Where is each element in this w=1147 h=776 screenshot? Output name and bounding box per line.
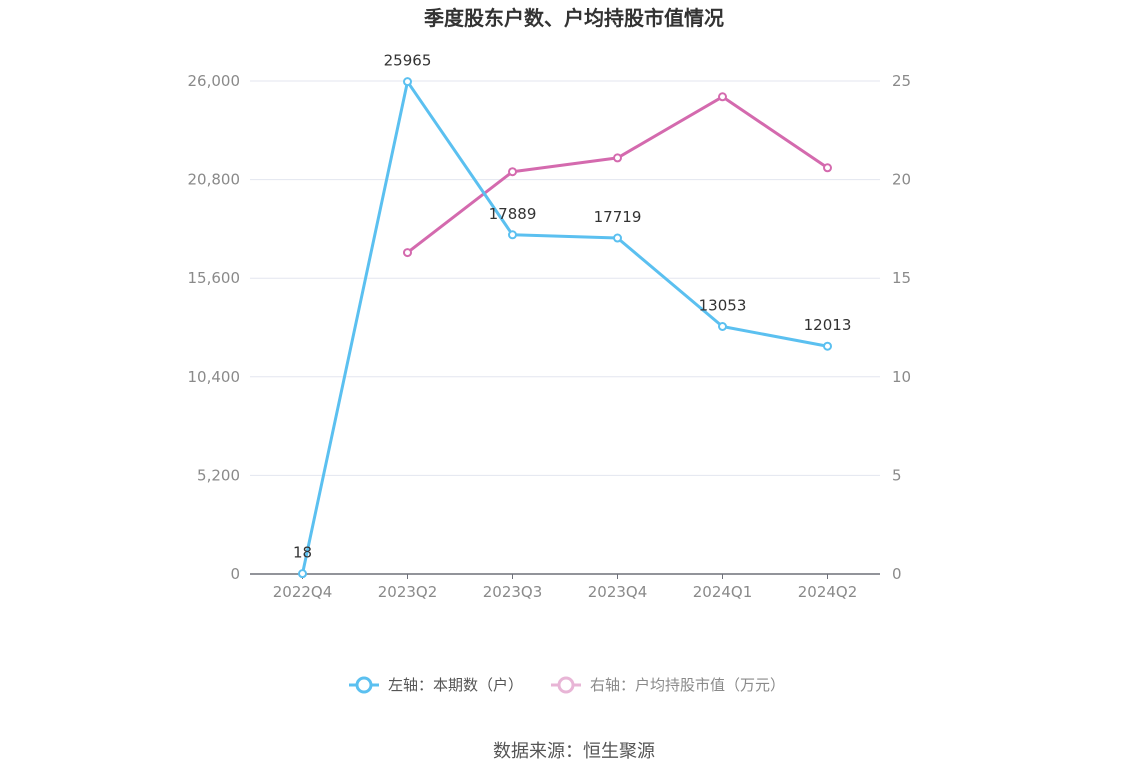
right-tick-label: 10 [892, 368, 911, 386]
data-label: 17719 [594, 208, 642, 226]
left-tick-label: 10,400 [188, 368, 241, 386]
right-tick-label: 15 [892, 269, 911, 287]
right-axis-ticks: 0 5 10 15 20 25 [892, 72, 911, 583]
data-point[interactable] [823, 341, 832, 351]
x-tick-label: 2023Q3 [483, 583, 543, 601]
left-tick-label: 5,200 [197, 466, 240, 484]
x-tick-label: 2024Q1 [693, 583, 753, 601]
data-point[interactable] [403, 77, 412, 87]
data-label: 17889 [489, 205, 537, 223]
x-tick-label: 2024Q2 [798, 583, 858, 601]
data-point[interactable] [508, 167, 517, 177]
legend-swatch-marker [557, 676, 575, 694]
data-point[interactable] [613, 153, 622, 163]
series-lines [301, 80, 829, 574]
data-point[interactable] [718, 321, 727, 331]
legend: 左轴：本期数（户） 右轴：户均持股市值（万元） [349, 676, 785, 694]
data-point[interactable] [508, 230, 517, 240]
data-labels: 18 25965 17889 17719 13053 12013 [293, 52, 851, 562]
data-point[interactable] [403, 248, 412, 258]
data-label: 13053 [699, 296, 747, 314]
source-note: 数据来源：恒生聚源 [493, 741, 655, 762]
legend-item-right[interactable]: 右轴：户均持股市值（万元） [551, 676, 785, 694]
x-axis: 2022Q4 2023Q2 2023Q3 2023Q4 2024Q1 2024Q2 [250, 573, 880, 601]
x-tick-label: 2023Q2 [378, 583, 438, 601]
x-tick-label: 2022Q4 [273, 583, 333, 601]
data-point[interactable] [298, 569, 307, 579]
right-tick-label: 0 [892, 565, 902, 583]
left-axis-ticks: 0 5,200 10,400 15,600 20,800 26,000 [188, 72, 241, 583]
left-tick-label: 15,600 [188, 269, 241, 287]
data-point[interactable] [823, 163, 832, 173]
right-tick-label: 20 [892, 171, 911, 189]
right-tick-label: 25 [892, 72, 911, 90]
series-line-holders [301, 80, 828, 574]
x-tick-label: 2023Q4 [588, 583, 648, 601]
legend-swatch-marker [355, 676, 373, 694]
data-label: 12013 [804, 316, 852, 334]
gridlines [250, 80, 880, 476]
data-label: 25965 [384, 52, 432, 70]
legend-label-left: 左轴：本期数（户） [388, 676, 523, 694]
left-tick-label: 26,000 [188, 72, 241, 90]
left-tick-label: 0 [230, 565, 240, 583]
data-point[interactable] [718, 92, 727, 102]
legend-item-left[interactable]: 左轴：本期数（户） [349, 676, 523, 694]
chart-title: 季度股东户数、户均持股市值情况 [423, 6, 724, 30]
data-label: 18 [293, 544, 312, 562]
right-tick-label: 5 [892, 466, 902, 484]
data-point[interactable] [613, 233, 622, 243]
series-points [298, 77, 832, 579]
left-tick-label: 20,800 [188, 171, 241, 189]
legend-label-right: 右轴：户均持股市值（万元） [590, 676, 785, 694]
